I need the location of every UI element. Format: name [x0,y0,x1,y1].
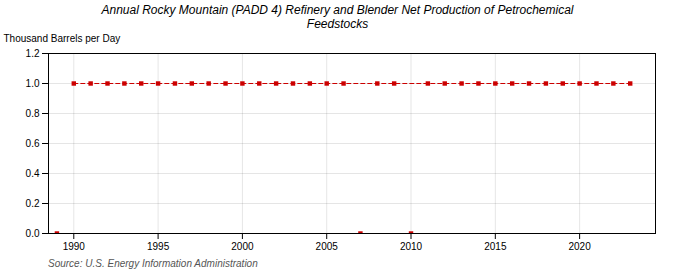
svg-text:0.2: 0.2 [26,198,40,209]
svg-text:Thousand Barrels per Day: Thousand Barrels per Day [4,33,121,44]
svg-text:2015: 2015 [484,241,507,252]
svg-text:0.8: 0.8 [26,108,40,119]
svg-text:2005: 2005 [316,241,339,252]
svg-text:1995: 1995 [147,241,170,252]
html-text:Annual Rocky Mountain (PADD 4): Annual Rocky Mountain (PADD 4) Refinery … [101,3,574,31]
svg-text:1.2: 1.2 [26,48,40,59]
svg-text:0.4: 0.4 [26,168,40,179]
svg-text:1.0: 1.0 [26,78,40,89]
html-text:Source: U.S. Energy Informatio: Source: U.S. Energy Information Administ… [48,258,258,269]
svg-text:0.0: 0.0 [26,228,40,239]
svg-text:2020: 2020 [569,241,592,252]
svg-text:0.6: 0.6 [26,138,40,149]
svg-text:1990: 1990 [63,241,86,252]
svg-text:2010: 2010 [400,241,423,252]
svg-text:2000: 2000 [231,241,254,252]
